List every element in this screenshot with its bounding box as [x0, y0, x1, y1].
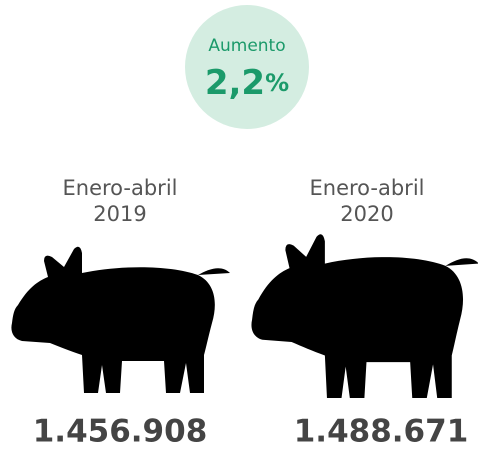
- period-value: 1.488.671: [294, 414, 469, 449]
- increase-number: 2,2: [205, 63, 265, 103]
- increase-badge: [185, 5, 309, 129]
- period-value: 1.456.908: [33, 414, 208, 449]
- increase-label: Aumento: [208, 36, 285, 56]
- period-year: 2019: [93, 202, 146, 226]
- pig-icon: [251, 234, 478, 398]
- pig-icon: [11, 246, 230, 393]
- period-year: 2020: [340, 202, 393, 226]
- increase-unit: %: [265, 69, 289, 97]
- increase-value: 2,2%: [205, 63, 289, 103]
- period-label: Enero-abril: [63, 176, 178, 200]
- period-label: Enero-abril: [310, 176, 425, 200]
